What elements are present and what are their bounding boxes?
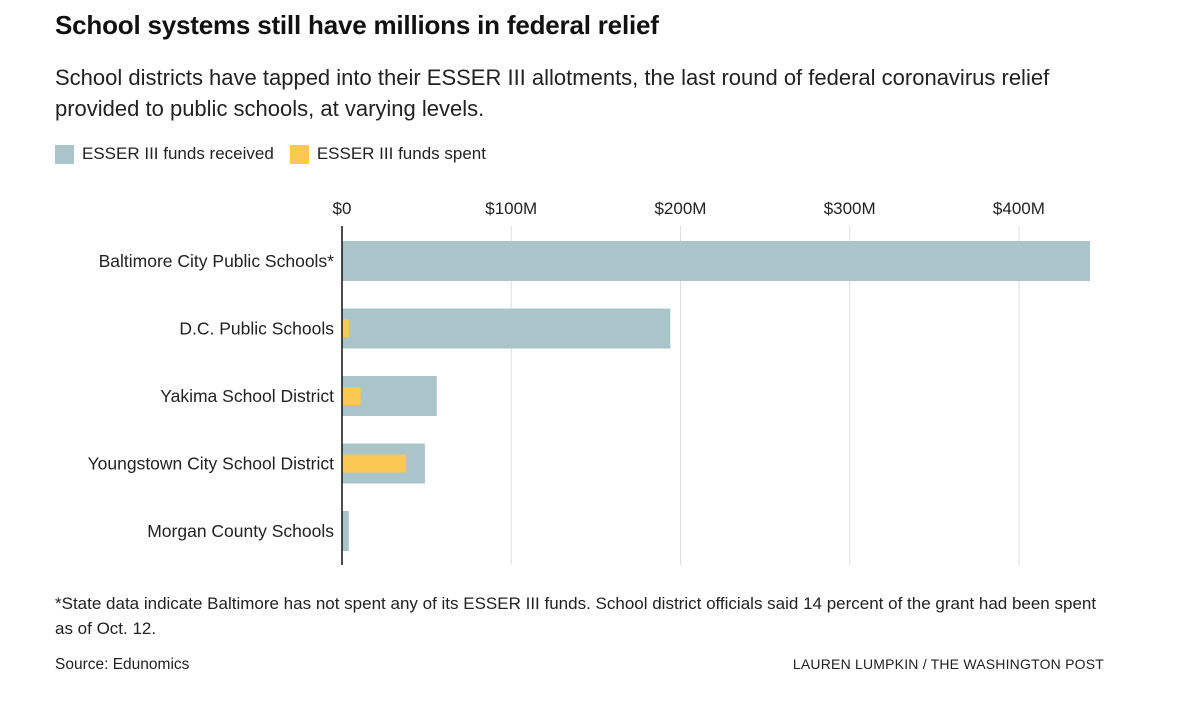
- chart-subtitle: School districts have tapped into their …: [55, 65, 1050, 121]
- footnote: *State data indicate Baltimore has not s…: [55, 594, 1097, 638]
- legend-swatch-received: [55, 144, 74, 164]
- bar-received: [342, 511, 349, 551]
- x-tick-label: $200M: [654, 199, 706, 218]
- bar-received: [342, 241, 1090, 281]
- legend-item-received: ESSER III funds received: [55, 144, 274, 164]
- category-label: D.C. Public Schools: [179, 319, 334, 339]
- x-tick-label: $400M: [993, 199, 1045, 218]
- category-label: Youngstown City School District: [88, 454, 335, 474]
- legend: ESSER III funds received ESSER III funds…: [55, 144, 502, 164]
- bar-spent: [342, 454, 407, 473]
- category-label: Morgan County Schools: [147, 521, 334, 541]
- legend-item-spent: ESSER III funds spent: [289, 144, 486, 164]
- legend-swatch-spent: [289, 144, 309, 164]
- x-tick-label: $300M: [824, 199, 876, 218]
- x-tick-label: $100M: [485, 199, 537, 218]
- legend-label-spent: ESSER III funds spent: [316, 144, 486, 163]
- bar-received: [342, 308, 671, 349]
- bar-spent: [342, 319, 349, 338]
- bar-spent: [342, 387, 361, 405]
- x-tick-label: $0: [333, 199, 352, 218]
- legend-label-received: ESSER III funds received: [82, 144, 274, 163]
- chart-title: School systems still have millions in fe…: [55, 10, 659, 40]
- category-label: Yakima School District: [160, 386, 334, 406]
- source-text: Source: Edunomics: [55, 656, 190, 673]
- category-label: Baltimore City Public Schools*: [99, 251, 335, 271]
- credit-text: LAUREN LUMPKIN / THE WASHINGTON POST: [792, 656, 1104, 672]
